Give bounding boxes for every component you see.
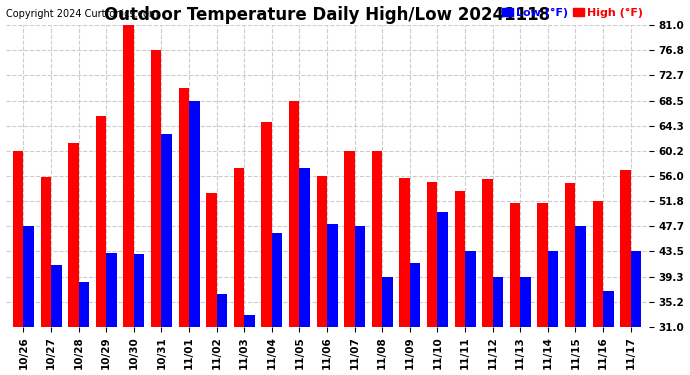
Bar — [41, 177, 51, 327]
Bar — [327, 224, 337, 327]
Bar — [151, 51, 161, 327]
Legend: Low (°F), High (°F): Low (°F), High (°F) — [502, 8, 643, 18]
Bar — [427, 182, 437, 327]
Bar — [179, 88, 189, 327]
Bar — [455, 191, 465, 327]
Bar — [620, 170, 631, 327]
Bar — [575, 226, 586, 327]
Bar — [68, 143, 79, 327]
Bar — [189, 100, 199, 327]
Text: Copyright 2024 Curtronics.com: Copyright 2024 Curtronics.com — [6, 9, 158, 18]
Bar — [299, 168, 310, 327]
Bar — [272, 233, 282, 327]
Bar — [482, 179, 493, 327]
Bar — [603, 291, 613, 327]
Bar — [161, 134, 172, 327]
Bar — [23, 226, 34, 327]
Bar — [510, 203, 520, 327]
Bar — [124, 25, 134, 327]
Bar — [593, 201, 603, 327]
Bar — [410, 264, 420, 327]
Bar — [437, 212, 448, 327]
Bar — [631, 251, 641, 327]
Bar — [372, 151, 382, 327]
Bar — [382, 277, 393, 327]
Bar — [565, 183, 575, 327]
Bar — [465, 251, 475, 327]
Bar — [51, 265, 61, 327]
Bar — [106, 253, 117, 327]
Bar — [206, 193, 217, 327]
Title: Outdoor Temperature Daily High/Low 20241118: Outdoor Temperature Daily High/Low 20241… — [104, 6, 550, 24]
Bar — [217, 294, 227, 327]
Bar — [400, 178, 410, 327]
Bar — [134, 254, 144, 327]
Bar — [13, 151, 23, 327]
Bar — [317, 176, 327, 327]
Bar — [96, 116, 106, 327]
Bar — [289, 100, 299, 327]
Bar — [538, 203, 548, 327]
Bar — [493, 277, 503, 327]
Bar — [344, 151, 355, 327]
Bar — [79, 282, 89, 327]
Bar — [548, 251, 558, 327]
Bar — [355, 226, 365, 327]
Bar — [520, 277, 531, 327]
Bar — [244, 315, 255, 327]
Bar — [262, 122, 272, 327]
Bar — [234, 168, 244, 327]
